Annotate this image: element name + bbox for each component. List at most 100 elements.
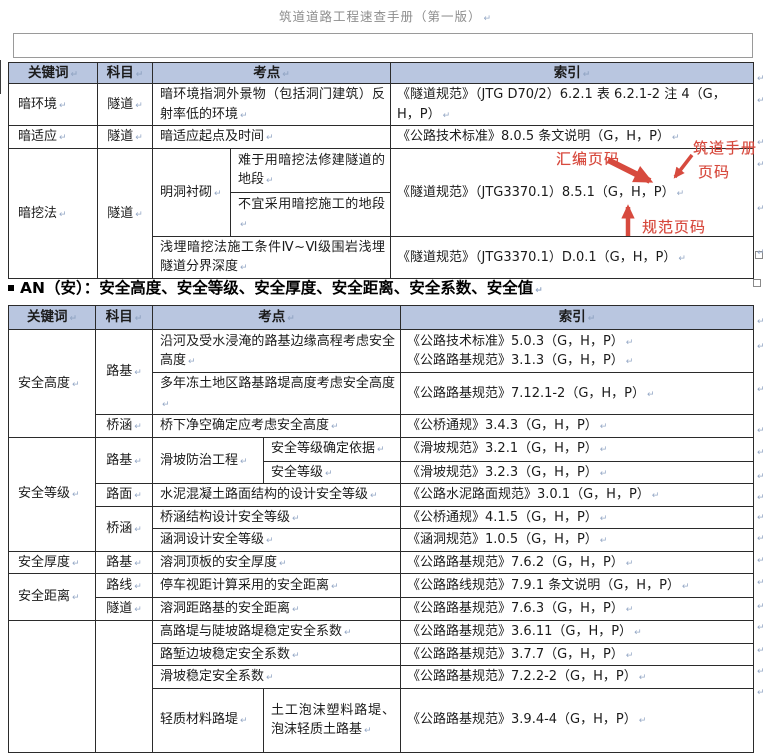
paragraph-mark [757, 377, 769, 396]
keyword-cell: 暗适应 [8, 125, 98, 149]
index-cell: 《公路路基规范》3.7.7（G，H，P） [400, 642, 755, 666]
table-row: 暗挖法 隧道 明洞衬砌 难于用暗挖法修建隧道的地段 《隧道规范》（JTG3370… [8, 147, 755, 279]
keyword-cell: 暗挖法 [8, 147, 98, 279]
bullet-square-icon [8, 284, 14, 291]
keyword-cell: 安全距离 [8, 573, 96, 621]
document-page: { "page": { "title": "筑道道路工程速查手册（第一版）" }… [0, 0, 771, 722]
point-cell: 涵洞设计安全等级 [151, 528, 402, 552]
keyword-cell [8, 619, 96, 753]
page-title: 筑道道路工程速查手册（第一版） [0, 6, 771, 25]
point-cell: 高路堤与陡坡路堤稳定安全系数 [151, 619, 402, 644]
subject-cell: 桥涵 [95, 414, 153, 438]
index-cell: 《滑坡规范》3.2.3（G，H，P） [400, 460, 755, 484]
table-row: 安全等级 路基 滑坡防治工程 安全等级确定依据 《滑坡规范》3.2.1（G，H，… [8, 436, 755, 552]
point-subcell: 安全等级 [262, 460, 402, 484]
point-cell: 停车视距计算采用的安全距离 [151, 573, 402, 598]
point-subcell: 难于用暗挖法修建隧道的地段 [229, 147, 392, 193]
keyword-cell: 安全高度 [8, 329, 96, 438]
paragraph-mark [757, 88, 769, 107]
header-cell-subject: 科目 [95, 305, 153, 330]
left-margin-tick [0, 60, 1, 94]
index-cell: 《公路路线规范》7.9.1 条文说明（G，H，P） [400, 573, 755, 598]
keyword-table-an-dark: 关键词 科目 考点 索引 暗环境 隧道 暗环境指洞外景物（包括洞门建筑）反射率低… [8, 61, 755, 279]
table-row: 路堑边坡稳定安全系数 《公路路基规范》3.7.7（G，H，P） [9, 642, 755, 666]
annotation-compilation-page: 汇编页码 [556, 150, 621, 168]
subject-cell: 隧道 [97, 147, 153, 279]
paragraph-mark [757, 196, 769, 215]
point-group-cell: 轻质材料路堤 [152, 687, 264, 753]
subject-cell: 路线 [95, 573, 153, 598]
point-cell: 滑坡稳定安全系数 [151, 665, 402, 689]
header-cell-keyword: 关键词 [8, 61, 98, 85]
paragraph-mark [757, 464, 769, 483]
paragraph-mark [757, 659, 769, 678]
keyword-cell: 安全等级 [8, 436, 96, 552]
table-row: 多年冻土地区路基路堤高度考虑安全高度 《公路路基规范》7.12.1-2（G，H，… [9, 372, 755, 415]
paragraph-mark [757, 526, 769, 545]
page-title-text: 筑道道路工程速查手册（第一版） [279, 9, 492, 24]
subject-cell: 路面 [95, 483, 153, 507]
index-cell: 《公路技术标准》8.0.5 条文说明（G，H，P） [390, 125, 755, 149]
paragraph-mark [757, 485, 769, 504]
point-cell: 多年冻土地区路基路堤高度考虑安全高度 [151, 372, 402, 415]
table-row: 暗适应 隧道 暗适应起点及时间 《公路技术标准》8.0.5 条文说明（G，H，P… [8, 125, 755, 149]
table-header-row: 关键词 科目 考点 索引 [8, 61, 755, 85]
index-cell: 《公路路基规范》7.2.2-2（G，H，P） [400, 665, 755, 689]
point-cell: 桥下净空确定应考虑安全高度 [151, 414, 402, 438]
table-row: 涵洞设计安全等级 《涵洞规范》1.0.5（G，H，P） [9, 528, 755, 552]
table-row: 桥涵 桥涵结构设计安全等级 《公桥通规》4.1.5（G，H，P） [9, 505, 755, 552]
subject-cell: 路基 [95, 329, 153, 415]
subject-cell: 桥涵 [95, 505, 153, 552]
header-cell-index: 索引 [390, 61, 755, 85]
paragraph-mark [757, 309, 769, 328]
subject-cell: 路基 [95, 550, 153, 574]
table-row: 高路堤与陡坡路堤稳定安全系数 《公路路基规范》3.6.11（G，H，P） [8, 619, 755, 753]
header-cell-index: 索引 [400, 305, 755, 330]
table-row: 安全距离 路线 停车视距计算采用的安全距离 《公路路线规范》7.9.1 条文说明… [8, 573, 755, 621]
paragraph-mark [757, 334, 769, 353]
point-cell: 水泥混凝土路面结构的设计安全等级 [151, 483, 402, 507]
index-cell: 《滑坡规范》3.2.1（G，H，P） [400, 436, 755, 462]
point-group-cell: 滑坡防治工程 [152, 436, 264, 484]
header-cell-keyword: 关键词 [8, 305, 96, 330]
index-cell: 《公路路基规范》3.6.11（G，H，P） [400, 619, 755, 644]
index-cell: 《公路水泥路面规范》3.0.1（G，H，P） [400, 483, 755, 507]
paragraph-mark [757, 570, 769, 589]
index-cell: 《公路路基规范》7.12.1-2（G，H，P） [400, 372, 755, 415]
index-cell: 《公路路基规范》7.6.2（G，H，P） [400, 550, 755, 574]
paragraph-mark [757, 418, 769, 437]
paragraph-mark [757, 130, 769, 149]
point-cell: 桥涵结构设计安全等级 [151, 505, 402, 529]
subject-cell: 隧道 [95, 597, 153, 621]
keyword-cell: 暗环境 [8, 83, 98, 127]
point-cell: 暗适应起点及时间 [151, 125, 392, 149]
point-subcell: 土工泡沫塑料路堤、泡沫轻质土路基 [262, 687, 402, 753]
paragraph-mark [757, 680, 769, 699]
annotation-spec-page: 规范页码 [642, 218, 707, 236]
paragraph-mark [757, 440, 769, 459]
point-cell: 溶洞顶板的安全厚度 [151, 550, 402, 574]
annotation-manual-page-line1: 筑道手册 [693, 139, 758, 157]
header-cell-subject: 科目 [97, 61, 153, 85]
index-cell: 《公路路基规范》3.9.4-4（G，H，P） [400, 687, 755, 753]
paragraph-mark [757, 505, 769, 524]
index-cell: 《涵洞规范》1.0.5（G，H，P） [400, 528, 755, 552]
index-cell: 《公路技术标准》5.0.3（G，H，P）《公路路基规范》3.1.3（G，H，P） [400, 329, 755, 373]
subject-cell [95, 619, 153, 753]
point-cell: 路堑边坡稳定安全系数 [151, 642, 402, 666]
point-group-cell: 明洞衬砌 [152, 147, 231, 237]
keyword-cell: 安全厚度 [8, 550, 96, 574]
table-row: 暗环境 隧道 暗环境指洞外景物（包括洞门建筑）反射率低的环境 《隧道规范》（JT… [8, 83, 755, 127]
point-cell: 浅埋暗挖法施工条件Ⅳ~Ⅵ级围岩浅埋隧道分界深度 [151, 235, 392, 279]
index-cell: 《公桥通规》4.1.5（G，H，P） [400, 505, 755, 529]
header-cell-point: 考点 [151, 61, 392, 85]
section-heading-text: AN（安）：安全高度、安全等级、安全厚度、安全距离、安全系数、安全值 [20, 279, 543, 297]
table-row: 浅埋暗挖法施工条件Ⅳ~Ⅵ级围岩浅埋隧道分界深度 《隧道规范》（JTG3370.1… [9, 235, 755, 279]
point-subcell: 不宜采用暗挖施工的地段 [229, 191, 392, 237]
point-cell: 溶洞距路基的安全距离 [151, 597, 402, 621]
table-row: 路面 水泥混凝土路面结构的设计安全等级 《公路水泥路面规范》3.0.1（G，H，… [9, 483, 755, 507]
index-cell: 《公桥通规》3.4.3（G，H，P） [400, 414, 755, 438]
table-row: 安全厚度 路基 溶洞顶板的安全厚度 《公路路基规范》7.6.2（G，H，P） [8, 550, 755, 574]
annotation-manual-page-line2: 页码 [698, 163, 731, 181]
table-row: 隧道 溶洞距路基的安全距离 《公路路基规范》7.6.3（G，H，P） [9, 597, 755, 621]
